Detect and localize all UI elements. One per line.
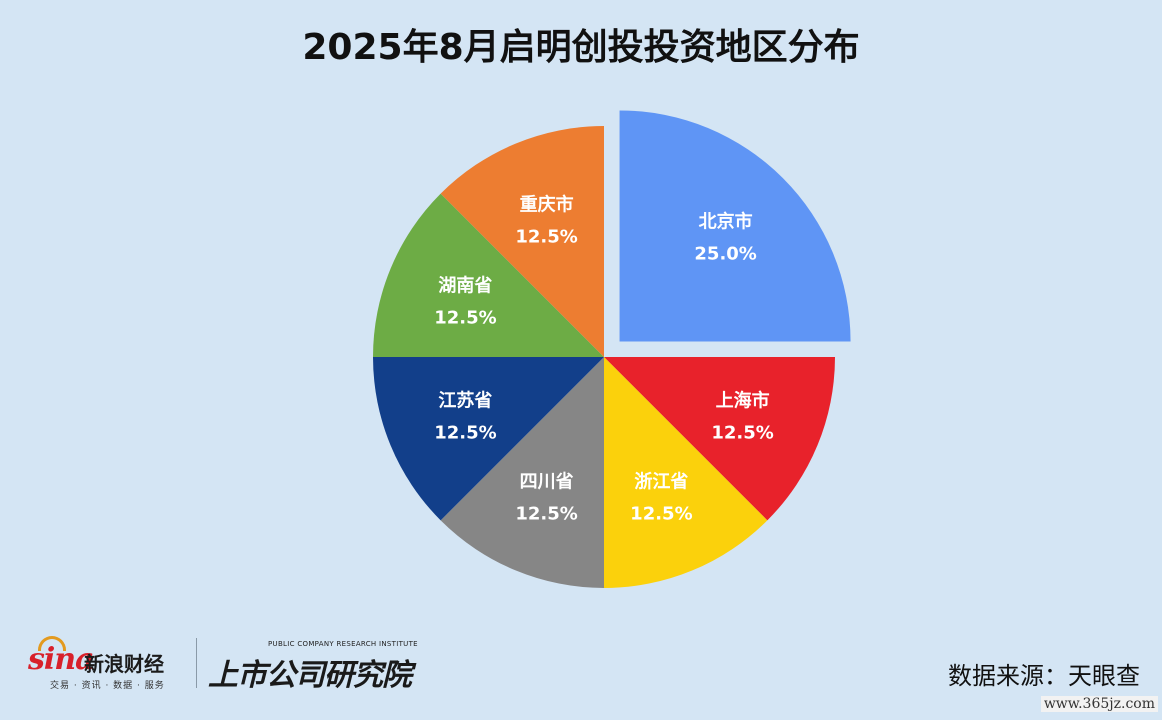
sina-wordmark: sina — [28, 642, 95, 677]
pie-slice-3 — [604, 357, 768, 588]
slice-label-name: 四川省 — [520, 471, 574, 493]
pie-labels: 北京市 25.0% 上海市 12.5% 浙江省 12.5% 四川省 12.5% 江苏省 12.5%… — [434, 193, 774, 524]
slice-label-name: 重庆市 — [520, 193, 574, 215]
data-source: 数据来源：天眼查 — [948, 662, 1140, 690]
slice-label-name: 上海市 — [716, 389, 770, 411]
chart-title: 2025年8月启明创投投资地区分布 — [302, 27, 860, 68]
slice-label-name: 北京市 — [699, 210, 753, 232]
pie-chart: 北京市 25.0% 上海市 12.5% 浙江省 12.5% 四川省 12.5% 江苏省 12.5%… — [373, 110, 851, 588]
slice-label-value: 12.5% — [711, 422, 773, 443]
pie-slice-4 — [440, 357, 604, 588]
logo-divider — [196, 638, 197, 688]
slice-label-value: 12.5% — [515, 504, 577, 525]
slice-label-name: 浙江省 — [634, 471, 688, 493]
sina-eye-icon — [38, 636, 66, 651]
slice-label-value: 12.5% — [630, 504, 692, 525]
pie-slice-7 — [440, 126, 604, 357]
slice-label-value: 12.5% — [515, 226, 577, 247]
slice-label-name: 江苏省 — [438, 389, 492, 411]
slice-label-name: 湖南省 — [438, 275, 492, 297]
pie-slice-6 — [373, 193, 604, 357]
pie-slice-5 — [373, 357, 604, 521]
sina-finance-logo: sina 新浪财经 交易 · 资讯 · 数据 · 服务 — [28, 636, 198, 691]
sina-finance-name: 新浪财经 — [84, 652, 164, 676]
research-institute-en: PUBLIC COMPANY RESEARCH INSTITUTE — [268, 640, 418, 648]
slice-label-value: 25.0% — [694, 243, 756, 264]
watermark: www.365jz.com — [1040, 696, 1158, 712]
research-institute-cn: 上市公司研究院 — [208, 658, 412, 693]
sina-finance-tagline: 交易 · 资讯 · 数据 · 服务 — [50, 681, 165, 691]
research-institute-logo: PUBLIC COMPANY RESEARCH INSTITUTE 上市公司研究… — [208, 636, 438, 693]
pie-slices — [373, 110, 851, 588]
slice-label-value: 12.5% — [434, 308, 496, 329]
slice-label-value: 12.5% — [434, 422, 496, 443]
pie-slice-1 — [619, 110, 851, 342]
pie-slice-2 — [604, 357, 835, 521]
